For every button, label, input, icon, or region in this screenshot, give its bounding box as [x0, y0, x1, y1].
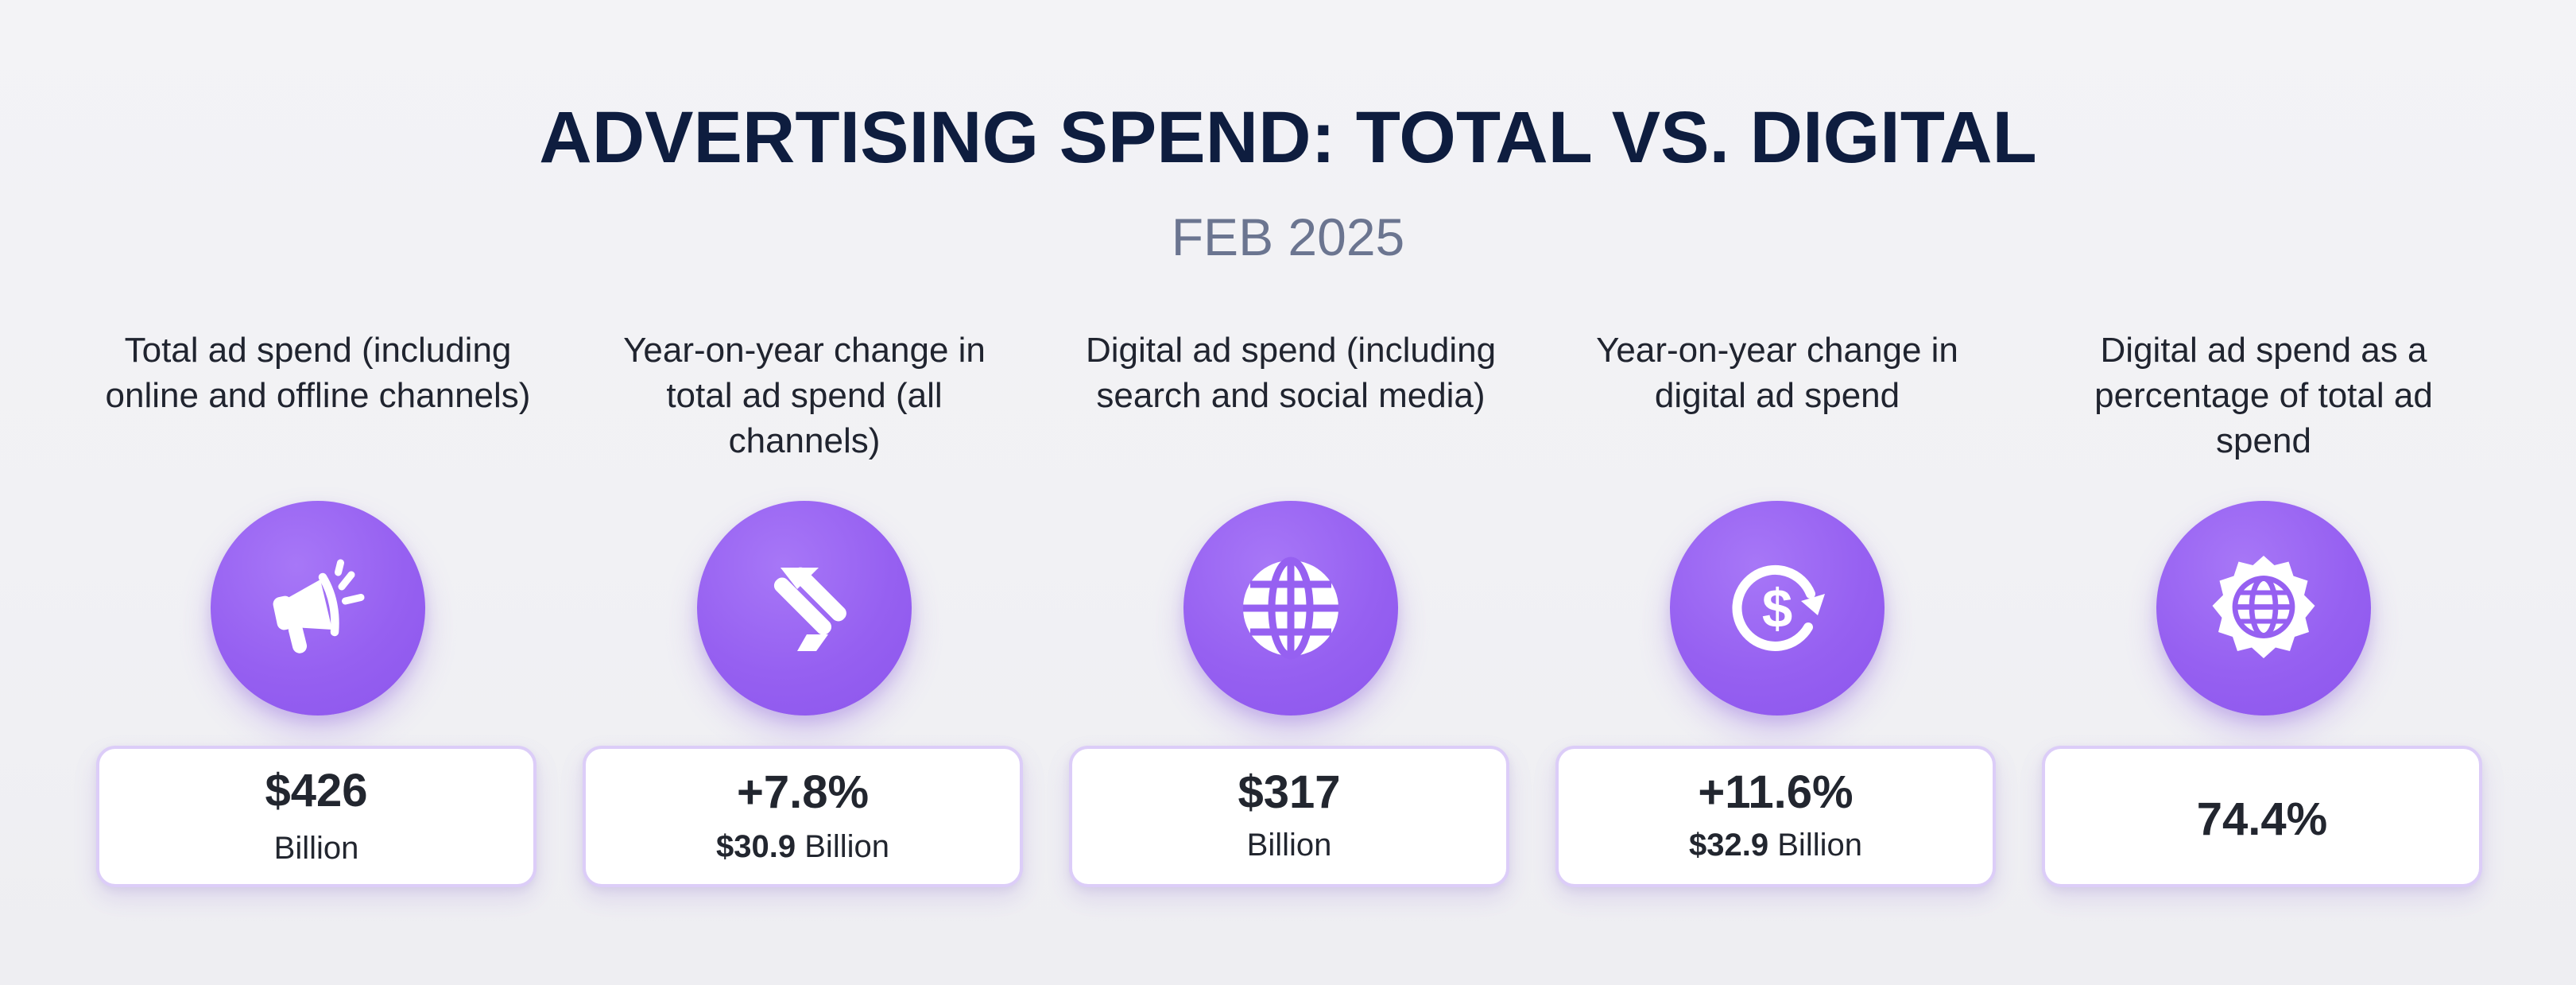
stat-value-box: 74.4%	[2042, 746, 2482, 887]
megaphone-icon	[273, 559, 365, 653]
stat-value-box: +7.8% $30.9 Billion	[583, 746, 1023, 887]
globe-icon	[1243, 556, 1338, 660]
stat-card-digital-yoy-change: Year-on-year change in digital ad spend …	[1554, 0, 2001, 985]
page-subtitle: FEB 2025	[1171, 207, 1405, 266]
stat-label: Digital ad spend as a percentage of tota…	[2094, 331, 2433, 460]
stat-unit: Billion	[273, 831, 359, 866]
dollar-cycle-icon: $	[1732, 564, 1825, 651]
stat-sub-value: $32.9	[1689, 828, 1769, 863]
stat-unit: Billion	[1246, 828, 1332, 863]
stat-card-digital-ad-spend: Digital ad spend (including search and s…	[1067, 0, 1514, 985]
icon-circle: $	[1670, 501, 1885, 715]
stat-unit: Billion	[1777, 828, 1862, 863]
stat-value: +7.8%	[736, 766, 870, 818]
stat-value: +11.6%	[1698, 766, 1854, 818]
stat-value-box: +11.6% $32.9 Billion	[1555, 746, 1996, 887]
stat-value-box: $317 Billion	[1069, 746, 1509, 887]
stat-value-box: $426 Billion	[96, 746, 537, 887]
svg-text:$: $	[1762, 578, 1792, 639]
stat-value: 74.4%	[2196, 793, 2328, 845]
page-title: ADVERTISING SPEND: TOTAL VS. DIGITAL	[539, 97, 2037, 178]
stat-card-total-ad-spend: Total ad spend (including online and off…	[95, 0, 541, 985]
stat-label: Year-on-year change in total ad spend (a…	[623, 331, 986, 460]
stat-label: Year-on-year change in digital ad spend	[1596, 331, 1958, 415]
icon-circle	[1183, 501, 1398, 715]
stat-sub-value: $30.9	[716, 829, 796, 864]
stat-label: Digital ad spend (including search and s…	[1085, 331, 1497, 415]
stat-unit: Billion	[804, 829, 889, 864]
stat-subline: $32.9 Billion	[1559, 825, 1993, 865]
globe-badge-icon	[2212, 556, 2315, 658]
stat-value: $426	[265, 765, 368, 816]
stat-subline: $30.9 Billion	[586, 827, 1020, 867]
stat-card-digital-share: Digital ad spend as a percentage of tota…	[2040, 0, 2487, 985]
stat-value: $317	[1238, 766, 1341, 818]
stat-card-total-yoy-change: Year-on-year change in total ad spend (a…	[581, 0, 1028, 985]
stat-label: Total ad spend (including online and off…	[105, 331, 531, 415]
icon-circle	[697, 501, 912, 715]
icon-circle	[2156, 501, 2371, 715]
trend-down-arrow-icon	[773, 567, 846, 651]
icon-circle	[211, 501, 425, 715]
